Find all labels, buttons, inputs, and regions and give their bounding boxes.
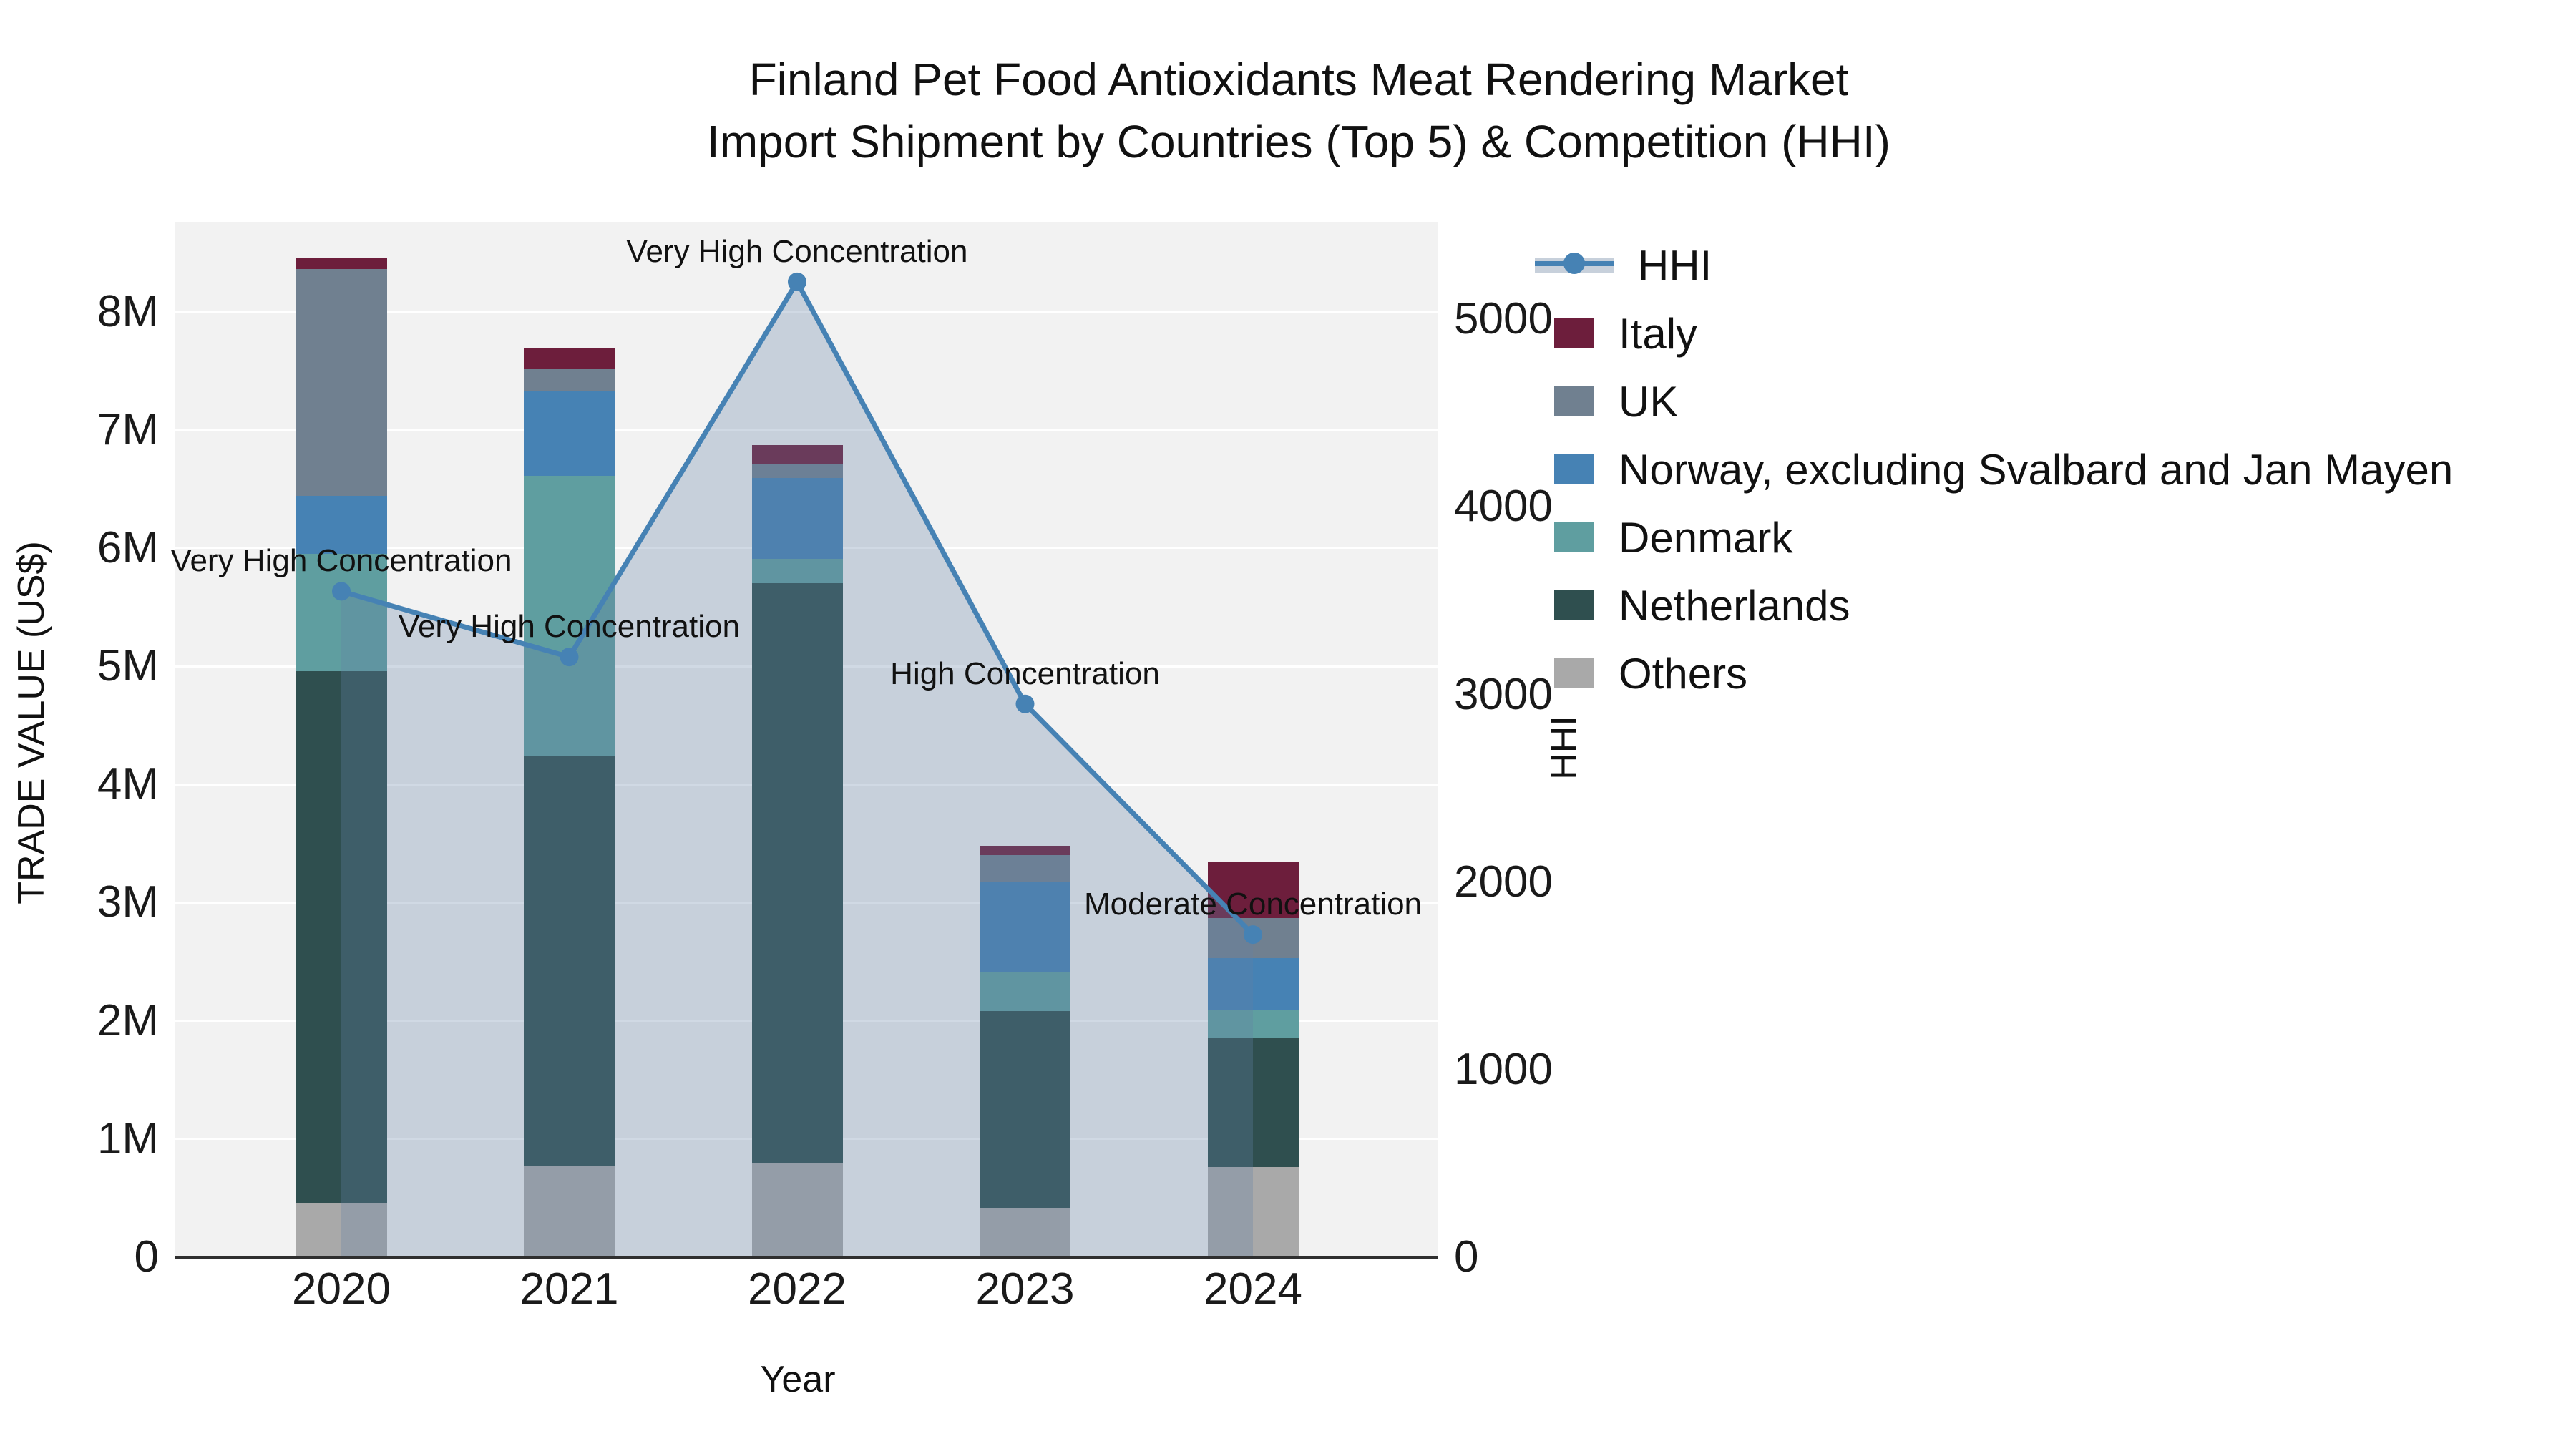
bar-segment bbox=[524, 756, 615, 1166]
bar-segment bbox=[751, 558, 843, 584]
legend-swatch bbox=[1554, 522, 1594, 552]
y-left-tick-label: 0 bbox=[134, 1232, 159, 1282]
bar-segment bbox=[751, 464, 843, 479]
legend-label: Norway, excluding Svalbard and Jan Mayen bbox=[1619, 445, 2454, 494]
y-right-tick-label: 4000 bbox=[1454, 482, 1553, 532]
legend-item: Norway, excluding Svalbard and Jan Mayen bbox=[1531, 439, 2453, 500]
hhi-marker bbox=[560, 648, 579, 667]
legend-item: Italy bbox=[1531, 303, 1697, 364]
hhi-annotation: Moderate Concentration bbox=[1083, 887, 1423, 922]
bar-segment bbox=[980, 1011, 1070, 1208]
hhi-annotation: Very High Concentration bbox=[626, 233, 968, 269]
legend-item: HHI bbox=[1531, 235, 1712, 296]
bar-segment bbox=[980, 972, 1070, 1012]
legend-item: UK bbox=[1531, 371, 1678, 432]
y-right-tick-label: 1000 bbox=[1454, 1044, 1553, 1094]
y-right-tick-label: 0 bbox=[1454, 1232, 1479, 1282]
hhi-marker bbox=[788, 272, 806, 291]
hhi-legend-marker bbox=[1563, 253, 1585, 274]
plot-area: Very High Concentration Very High Concent… bbox=[171, 222, 1438, 1258]
bar-segment bbox=[1207, 958, 1299, 1010]
bar-segment bbox=[524, 369, 615, 391]
bar-segment bbox=[524, 348, 615, 370]
legend-label: Denmark bbox=[1619, 513, 1793, 562]
x-axis-line bbox=[175, 1256, 1438, 1259]
bar-segment bbox=[524, 1166, 615, 1257]
bar-segment bbox=[751, 1162, 843, 1257]
x-axis-label: Year bbox=[760, 1359, 836, 1400]
legend-swatch bbox=[1554, 386, 1594, 416]
legend-label: Italy bbox=[1619, 309, 1698, 358]
legend-item: Others bbox=[1531, 643, 1747, 704]
gridline bbox=[175, 429, 1438, 431]
legend-item: Denmark bbox=[1531, 507, 1792, 568]
bar-segment bbox=[296, 258, 387, 270]
legend-swatch bbox=[1554, 318, 1594, 348]
bar-segment bbox=[751, 478, 843, 559]
legend-label: HHI bbox=[1638, 241, 1712, 290]
y-left-tick-label: 7M bbox=[97, 404, 159, 454]
legend-label: Netherlands bbox=[1619, 581, 1850, 630]
hhi-marker bbox=[1244, 925, 1262, 945]
chart-title-line-2: Import Shipment by Countries (Top 5) & C… bbox=[707, 116, 1890, 168]
bar-segment bbox=[751, 445, 843, 464]
bar-segment bbox=[980, 846, 1070, 856]
bar-segment bbox=[980, 1207, 1070, 1257]
bar-segment bbox=[980, 855, 1070, 882]
y-left-axis-label: TRADE VALUE (US$) bbox=[11, 541, 52, 904]
y-left-tick-label: 5M bbox=[97, 641, 159, 691]
bar-segment bbox=[524, 476, 615, 756]
y-left-tick-label: 6M bbox=[97, 522, 159, 572]
bar-segment bbox=[296, 496, 387, 555]
x-tick-label: 2021 bbox=[519, 1264, 619, 1314]
y-left-tick-label: 2M bbox=[97, 995, 159, 1045]
y-left-tick-label: 1M bbox=[97, 1113, 159, 1163]
bar-segment bbox=[296, 670, 387, 1203]
y-left-tick-label: 3M bbox=[97, 877, 159, 927]
x-tick-label: 2023 bbox=[975, 1264, 1075, 1314]
bar-segment bbox=[524, 391, 615, 477]
legend-label: Others bbox=[1619, 649, 1748, 698]
bar-segment bbox=[296, 554, 387, 671]
y-left-tick-label: 4M bbox=[97, 759, 159, 809]
legend-label: UK bbox=[1619, 377, 1679, 426]
bar-segment bbox=[1207, 1010, 1299, 1038]
hhi-annotation: High Concentration bbox=[890, 655, 1160, 691]
hhi-area bbox=[341, 281, 1253, 1258]
bar-segment bbox=[1207, 862, 1299, 918]
x-tick-label: 2020 bbox=[292, 1264, 391, 1314]
legend-item: Netherlands bbox=[1531, 575, 1850, 636]
bar-segment bbox=[1207, 1167, 1299, 1257]
hhi-line-layer bbox=[332, 272, 1262, 1258]
bar-segment bbox=[1207, 1037, 1299, 1168]
x-tick-label: 2024 bbox=[1204, 1264, 1302, 1314]
chart-title: Finland Pet Food Antioxidants Meat Rende… bbox=[707, 49, 1890, 173]
legend-swatch bbox=[1554, 658, 1594, 688]
x-tick-label: 2022 bbox=[748, 1264, 847, 1314]
y-right-tick-label: 3000 bbox=[1454, 669, 1553, 719]
bar-segment bbox=[296, 1203, 387, 1257]
hhi-annotation: Very High Concentration bbox=[170, 543, 512, 579]
chart-title-line-1: Finland Pet Food Antioxidants Meat Rende… bbox=[748, 54, 1849, 105]
y-right-axis-label: HHI bbox=[1543, 716, 1585, 780]
y-right-tick-label: 2000 bbox=[1454, 857, 1553, 907]
y-right-tick-label: 5000 bbox=[1454, 294, 1553, 344]
legend-swatch bbox=[1554, 454, 1594, 484]
bar-segment bbox=[751, 583, 843, 1163]
bar-segment bbox=[296, 269, 387, 497]
y-left-tick-label: 8M bbox=[97, 286, 159, 336]
legend-swatch bbox=[1554, 590, 1594, 620]
hhi-marker bbox=[332, 582, 351, 601]
gridline bbox=[175, 311, 1438, 313]
bar-segment bbox=[980, 881, 1070, 972]
hhi-legend-swatch bbox=[1535, 253, 1614, 275]
hhi-marker bbox=[1015, 694, 1035, 713]
hhi-annotation: Very High Concentration bbox=[399, 609, 740, 645]
